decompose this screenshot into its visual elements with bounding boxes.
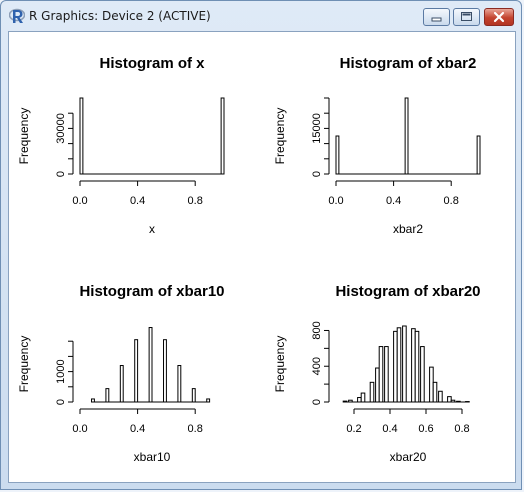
chart-title: Histogram of xbar2 (340, 55, 477, 72)
close-icon (493, 11, 505, 23)
y-axis-label: Frequency (273, 108, 287, 165)
maximize-button[interactable] (453, 8, 480, 26)
x-tick-label: 0.4 (386, 195, 401, 207)
histogram-bar (438, 390, 443, 403)
maximize-icon (461, 12, 472, 21)
x-tick-label: 0.0 (72, 195, 87, 207)
x-axis-label: xbar20 (390, 450, 427, 464)
histogram-bar (429, 366, 434, 403)
chart-title: Histogram of x (99, 55, 205, 72)
histogram-bar (384, 346, 389, 403)
histogram-bar (191, 388, 196, 403)
r-logo-icon (9, 8, 25, 23)
chart-title: Histogram of xbar20 (335, 283, 480, 300)
title-bar[interactable]: R Graphics: Device 2 (ACTIVE) (1, 1, 521, 31)
y-tick-label: 30000 (55, 113, 67, 144)
histogram-bar (148, 327, 153, 403)
histogram-bar (432, 381, 438, 403)
histogram-bar (447, 396, 452, 403)
histogram-bar (414, 330, 420, 403)
x-tick-label: 0.0 (72, 423, 87, 435)
histogram-bar (357, 397, 362, 403)
histogram-bar (411, 328, 416, 403)
x-axis-label: x (149, 222, 155, 236)
minimize-button[interactable] (423, 8, 450, 26)
chart-title: Histogram of xbar10 (79, 283, 224, 300)
y-axis-label: Frequency (273, 336, 287, 393)
y-tick-label: 0 (311, 171, 323, 177)
x-tick-label: 0.8 (188, 195, 203, 207)
x-tick-label: 0.4 (130, 195, 145, 207)
histogram-bar (220, 97, 225, 175)
histogram-bar (476, 135, 481, 175)
minimize-icon (431, 17, 442, 22)
histogram-bar (375, 367, 380, 403)
y-tick-label: 800 (311, 321, 323, 339)
histogram-bar (378, 346, 384, 403)
y-tick-label: 400 (311, 357, 323, 375)
histogram-bar (396, 327, 402, 403)
histogram-panel-grid: Histogram of x 0.0 0.4 0.8 x 0 30000 Frequency H… (17, 55, 481, 464)
y-axis-label: Frequency (17, 108, 31, 165)
y-tick-label: 1000 (55, 359, 67, 383)
x-tick-label: 0.4 (382, 423, 397, 435)
histogram-bar (402, 325, 407, 403)
x-axis-label: xbar2 (393, 222, 423, 236)
y-tick-label: 15000 (311, 113, 323, 144)
y-tick-label: 0 (55, 171, 67, 177)
histogram-bar (119, 365, 124, 403)
histogram-bar (335, 135, 340, 175)
x-tick-label: 0.8 (188, 423, 203, 435)
window-title: R Graphics: Device 2 (ACTIVE) (29, 9, 211, 23)
histogram-bar (163, 339, 167, 403)
histogram-bar (360, 392, 366, 403)
histogram-bar (79, 97, 84, 175)
plot-device-area: Histogram of x 0.0 0.4 0.8 x 0 30000 Frequency H… (8, 31, 516, 483)
y-tick-label: 0 (55, 399, 67, 405)
histogram-bar (369, 381, 375, 403)
y-axis-label: Frequency (17, 336, 31, 393)
histogram-bar (420, 346, 425, 403)
histogram-bar (393, 330, 398, 403)
histogram-bar (105, 388, 110, 403)
x-tick-label: 0.0 (328, 195, 343, 207)
x-tick-label: 0.8 (454, 423, 469, 435)
close-button[interactable] (484, 8, 514, 26)
x-axis-label: xbar10 (134, 450, 171, 464)
histogram-bar (404, 97, 409, 175)
x-tick-label: 0.2 (346, 423, 361, 435)
x-tick-label: 0.6 (418, 423, 433, 435)
histogram-bar (134, 339, 139, 403)
x-tick-label: 0.4 (130, 423, 145, 435)
histogram-bar (177, 365, 182, 403)
y-tick-label: 0 (311, 399, 323, 405)
x-tick-label: 0.8 (444, 195, 459, 207)
